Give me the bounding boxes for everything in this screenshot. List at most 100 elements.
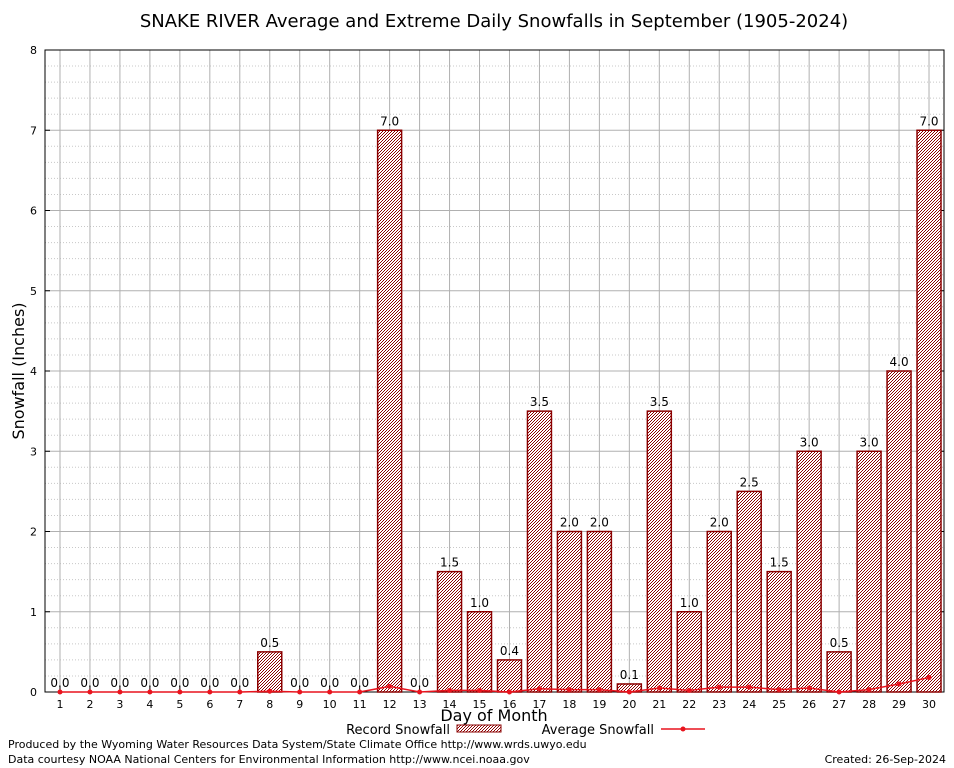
- average-point: [327, 689, 333, 695]
- legend-average-label: Average Snowfall: [542, 723, 654, 738]
- bar-value-label: 1.5: [440, 556, 459, 570]
- x-tick-label: 28: [862, 698, 876, 711]
- bar-value-label: 2.0: [710, 516, 729, 530]
- average-point: [447, 687, 453, 693]
- average-point: [536, 686, 542, 692]
- record-bar: [886, 370, 912, 693]
- record-bar: [826, 651, 852, 693]
- y-tick-label: 7: [30, 124, 37, 137]
- x-tick-label: 15: [473, 698, 487, 711]
- bar-value-label: 3.5: [650, 395, 669, 409]
- bar-value-label: 0.5: [830, 636, 849, 650]
- legend: Record Snowfall Average Snowfall: [346, 723, 705, 738]
- average-point: [896, 681, 902, 687]
- y-axis-label: Snowfall (Inches): [9, 302, 28, 439]
- average-point: [267, 688, 273, 694]
- bar-value-label: 1.0: [470, 596, 489, 610]
- bar-value-label: 7.0: [380, 114, 399, 128]
- bar-value-label: 0.0: [50, 676, 69, 690]
- bar-value-label: 3.5: [530, 395, 549, 409]
- bar-value-label: 1.5: [770, 556, 789, 570]
- bar-value-label: 0.0: [140, 676, 159, 690]
- record-bar: [706, 530, 732, 693]
- record-bar: [496, 659, 523, 693]
- bar-value-label: 0.0: [170, 676, 189, 690]
- x-tick-label: 24: [742, 698, 756, 711]
- footer-produced-by: Produced by the Wyoming Water Resources …: [8, 738, 587, 751]
- bar-value-label: 2.5: [740, 475, 759, 489]
- x-tick-label: 5: [176, 698, 183, 711]
- average-point: [746, 684, 752, 690]
- average-point: [57, 689, 63, 695]
- record-bar: [436, 570, 463, 693]
- y-tick-label: 6: [30, 205, 37, 218]
- x-tick-label: 19: [592, 698, 606, 711]
- bar-value-label: 0.0: [230, 676, 249, 690]
- average-point: [237, 689, 243, 695]
- bar-value-label: 0.1: [620, 668, 639, 682]
- y-tick-label: 1: [30, 606, 37, 619]
- bar-value-label: 7.0: [919, 114, 938, 128]
- y-tick-label: 8: [30, 44, 37, 57]
- x-tick-label: 16: [502, 698, 516, 711]
- average-point: [836, 689, 842, 695]
- record-bar: [586, 530, 613, 693]
- average-point: [656, 685, 662, 691]
- average-point: [117, 689, 123, 695]
- x-tick-label: 12: [383, 698, 397, 711]
- average-point: [716, 684, 722, 690]
- record-bar: [676, 611, 703, 693]
- bar-value-label: 0.0: [350, 676, 369, 690]
- average-point: [506, 689, 512, 695]
- record-bar: [257, 651, 283, 693]
- x-tick-label: 11: [353, 698, 367, 711]
- x-tick-label: 18: [562, 698, 576, 711]
- average-point: [387, 683, 393, 689]
- average-point: [776, 687, 782, 693]
- x-tick-label: 22: [682, 698, 696, 711]
- x-tick-label: 30: [922, 698, 936, 711]
- record-bar: [856, 450, 882, 693]
- x-tick-label: 27: [832, 698, 846, 711]
- x-tick-label: 20: [622, 698, 636, 711]
- bar-value-label: 2.0: [590, 516, 609, 530]
- average-snowfall-line: [59, 676, 930, 693]
- x-tick-label: 4: [146, 698, 153, 711]
- x-tick-label: 25: [772, 698, 786, 711]
- bar-value-label: 0.0: [410, 676, 429, 690]
- average-point: [87, 689, 93, 695]
- record-bar: [646, 410, 673, 693]
- bar-value-label: 2.0: [560, 516, 579, 530]
- x-tick-label: 14: [443, 698, 457, 711]
- average-point: [686, 687, 692, 693]
- bar-value-label: 3.0: [800, 435, 819, 449]
- y-tick-label: 5: [30, 285, 37, 298]
- average-point: [417, 689, 423, 695]
- x-tick-label: 17: [532, 698, 546, 711]
- x-tick-label: 10: [323, 698, 337, 711]
- x-axis-label: Day of Month: [440, 706, 547, 725]
- record-bar: [796, 450, 822, 693]
- average-point: [207, 689, 213, 695]
- average-point: [866, 687, 872, 693]
- x-tick-label: 1: [56, 698, 63, 711]
- x-tick-label: 13: [413, 698, 427, 711]
- y-tick-label: 2: [30, 526, 37, 539]
- bar-value-label: 0.0: [320, 676, 339, 690]
- x-tick-label: 26: [802, 698, 816, 711]
- record-bar: [736, 490, 762, 693]
- legend-record-swatch: [456, 724, 502, 733]
- x-tick-label: 29: [892, 698, 906, 711]
- average-point: [626, 689, 632, 695]
- bar-value-label: 1.0: [680, 596, 699, 610]
- footer-created: Created: 26-Sep-2024: [825, 753, 946, 766]
- legend-record-label: Record Snowfall: [346, 723, 450, 738]
- bar-value-label: 0.4: [500, 644, 519, 658]
- average-point: [926, 675, 932, 681]
- record-bars: [257, 129, 942, 693]
- record-bar: [376, 129, 403, 693]
- record-bar: [556, 530, 583, 693]
- average-point: [177, 689, 183, 695]
- average-point: [566, 687, 572, 693]
